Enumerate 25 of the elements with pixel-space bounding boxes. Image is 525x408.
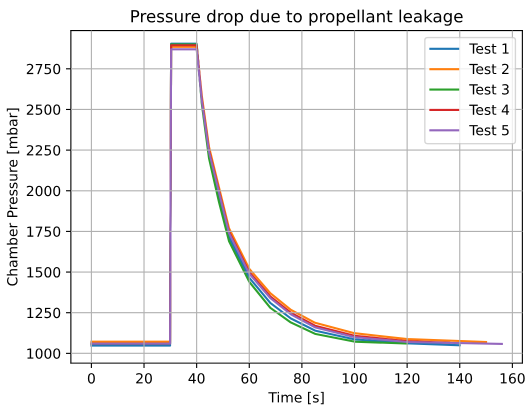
y-axis-title: Chamber Pressure [mbar] — [6, 108, 20, 286]
y-tick-label: 1500 — [27, 267, 60, 278]
x-tick-label: 160 — [500, 373, 525, 384]
y-tick-label: 1750 — [27, 226, 60, 237]
x-tick-label: 60 — [241, 373, 258, 384]
legend-label: Test 2 — [469, 64, 508, 74]
legend-label: Test 1 — [469, 44, 509, 54]
x-tick-label: 140 — [448, 373, 472, 384]
y-tick-label: 1000 — [27, 348, 60, 359]
x-tick-label: 120 — [395, 373, 420, 384]
legend-label: Test 5 — [469, 125, 509, 136]
y-tick-label: 1250 — [27, 308, 60, 318]
y-tick-label: 2000 — [26, 186, 60, 196]
y-tick-label: 2500 — [26, 104, 60, 115]
x-axis-title: Time [s] — [268, 392, 324, 404]
legend-label: Test 3 — [469, 84, 509, 95]
x-tick-label: 80 — [294, 373, 310, 384]
legend-label: Test 4 — [469, 104, 510, 116]
chart-title: Pressure drop due to propellant leakage — [131, 10, 463, 26]
x-tick-label: 20 — [136, 373, 152, 384]
x-tick-label: 100 — [342, 373, 367, 384]
y-tick-label: 2250 — [26, 145, 60, 156]
x-tick-label: 40 — [188, 373, 205, 384]
y-tick-label: 2750 — [26, 64, 60, 74]
x-tick-label: 0 — [88, 373, 95, 384]
